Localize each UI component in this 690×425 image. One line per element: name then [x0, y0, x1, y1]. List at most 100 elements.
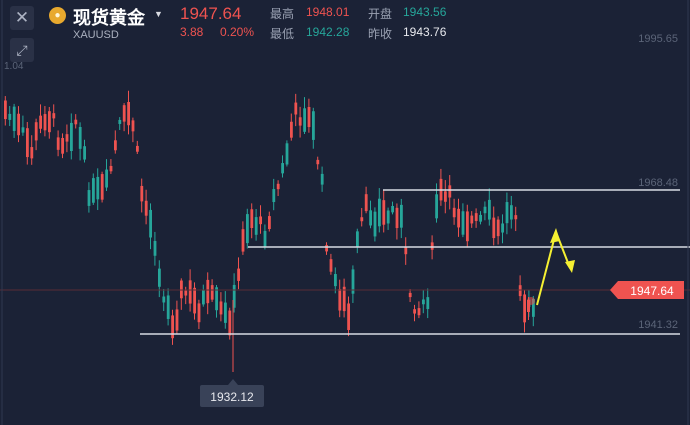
candle-body: [307, 107, 311, 128]
live-price-dot: [527, 297, 535, 305]
price-change-percent: 0.20%: [220, 25, 255, 39]
current-price-label: 1947.64: [630, 284, 674, 298]
low-value: 1942.28: [306, 25, 350, 39]
candle-body: [228, 310, 232, 336]
candle-body: [39, 115, 42, 129]
candle-body: [452, 207, 456, 218]
candle-body: [347, 303, 350, 330]
candle-body: [26, 128, 29, 158]
candle-body: [518, 285, 522, 297]
candle-body: [65, 134, 69, 142]
arrow-head-up: [550, 228, 560, 243]
candle-body: [474, 213, 478, 221]
candle-body: [325, 245, 328, 252]
candle-body: [4, 100, 7, 120]
candle-body: [285, 143, 289, 165]
candle-body: [338, 289, 342, 311]
candle-body: [514, 215, 518, 220]
candle-body: [149, 209, 152, 238]
candle-body: [505, 202, 509, 224]
candle-body: [373, 211, 377, 237]
candle-body: [479, 214, 482, 222]
candle-body: [105, 169, 108, 188]
candle-body: [87, 190, 91, 206]
high-value: 1948.01: [306, 5, 350, 19]
candle-body: [364, 194, 368, 212]
candle-body: [426, 297, 430, 310]
candle-body: [360, 217, 364, 222]
instrument-dropdown-icon[interactable]: ▼: [154, 9, 163, 19]
candle-body: [444, 191, 447, 202]
candle-body: [457, 208, 460, 228]
candle-body: [215, 287, 218, 311]
candle-body: [232, 284, 236, 308]
candle-body: [470, 215, 474, 224]
candle-body: [492, 217, 496, 239]
candle-body: [8, 113, 12, 120]
candle-body: [56, 137, 60, 150]
candle-body: [210, 285, 214, 300]
candle-body: [281, 163, 284, 174]
support-price-label: 1941.32: [638, 319, 678, 331]
candle-body: [466, 211, 469, 242]
candle-body: [488, 199, 491, 220]
candle-body: [61, 137, 64, 154]
low-price-tag: [200, 385, 264, 407]
candle-body: [21, 127, 25, 133]
candle-body: [303, 108, 306, 132]
candle-body: [122, 105, 126, 122]
candle-body: [92, 178, 95, 203]
candle-body: [272, 189, 276, 203]
price-change: 3.88: [180, 25, 204, 39]
open-label: 开盘: [368, 7, 393, 21]
candle-body: [144, 200, 148, 216]
candle-body: [532, 298, 535, 317]
candle-body: [268, 216, 271, 230]
candle-body: [109, 165, 113, 172]
candle-body: [422, 299, 425, 305]
candle-body: [523, 294, 526, 323]
candle-body: [408, 292, 412, 298]
candle-body: [483, 206, 487, 214]
candle-body: [158, 268, 161, 287]
candle-body: [140, 185, 144, 202]
candle-body: [430, 242, 434, 250]
instrument-symbol: XAUUSD: [73, 29, 119, 41]
close-icon[interactable]: ✕: [10, 6, 34, 30]
candle-body: [369, 210, 372, 226]
candle-body: [356, 231, 359, 248]
candle-body: [219, 301, 223, 315]
candle-body: [294, 102, 298, 115]
low-label: 最低: [270, 27, 295, 41]
candle-body: [175, 309, 179, 331]
candle-body: [17, 113, 20, 136]
candle-body: [395, 207, 399, 229]
candle-body: [48, 111, 51, 133]
axis-labels: 1995.65 1.04 1968.48 1941.32 1947.64 1932.12: [4, 33, 684, 407]
candle-body: [43, 114, 47, 131]
candle-body: [12, 106, 16, 131]
candle-body: [118, 119, 122, 124]
top-price-label: 1995.65: [638, 33, 678, 45]
candle-body: [417, 308, 421, 316]
candle-body: [448, 185, 452, 198]
candle-body: [400, 204, 403, 228]
candle-body: [342, 286, 346, 312]
expand-icon[interactable]: ⤢: [10, 38, 34, 62]
candle-body: [496, 219, 500, 237]
clipped-axis-label: 1.04: [4, 61, 24, 72]
trend-arrow-path: [536, 228, 571, 306]
candle-body: [241, 229, 245, 252]
candlesticks: [4, 90, 535, 372]
instrument-name[interactable]: 现货黄金: [73, 8, 145, 28]
candle-body: [224, 302, 227, 323]
candle-body: [206, 279, 210, 304]
candle-body: [78, 127, 82, 149]
resistance-price-label: 1968.48: [638, 177, 678, 189]
candle-body: [298, 117, 302, 126]
candle-body: [197, 303, 201, 323]
prev-close-value: 1943.76: [403, 25, 447, 39]
candle-body: [136, 145, 139, 152]
